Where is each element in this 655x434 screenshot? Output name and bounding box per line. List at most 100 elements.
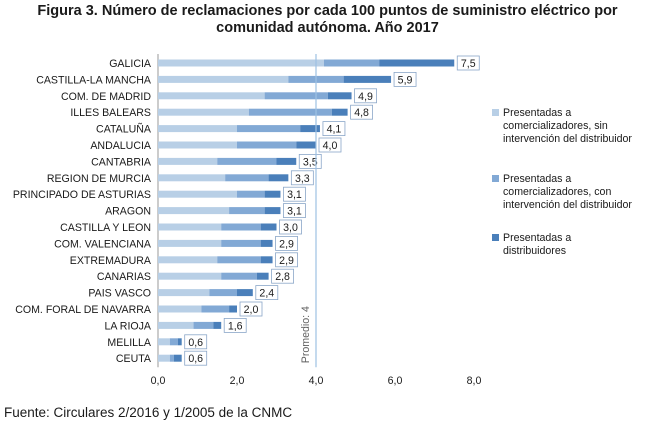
value-label: 7,5 xyxy=(461,58,476,70)
value-label: 4,8 xyxy=(354,107,369,119)
value-label-box xyxy=(239,301,263,317)
bar-segment xyxy=(260,223,277,231)
legend-swatch xyxy=(492,109,499,116)
x-tick-label: 8,0 xyxy=(467,375,482,387)
bar-segment xyxy=(221,239,261,247)
value-label: 5,9 xyxy=(398,74,413,86)
category-label: PRINCIPADO DE ASTURIAS xyxy=(13,189,151,201)
bar-segment xyxy=(201,305,230,313)
bar-segment xyxy=(268,174,289,182)
bar-segment xyxy=(237,289,253,297)
bar-segment xyxy=(177,338,182,346)
value-label-box xyxy=(283,186,306,202)
bar-segment xyxy=(237,141,297,149)
bar-segment xyxy=(256,272,269,280)
category-label: CANTABRIA xyxy=(91,156,152,168)
value-label-box xyxy=(184,350,208,366)
bar-segment xyxy=(158,256,218,264)
legend-label: distribuidores xyxy=(503,245,566,257)
stacked-bar-chart: 0,0 2,0 4,0 6,0 8,0 GALICIA 7,5 CASTILLA-LA MAN… xyxy=(13,54,632,387)
bar-segment xyxy=(248,108,332,116)
bar-segment xyxy=(276,157,297,165)
legend-label: intervención del distribuidor xyxy=(503,199,632,211)
x-tick-label: 0,0 xyxy=(151,375,166,387)
value-label: 3,0 xyxy=(283,222,298,234)
bar-segment xyxy=(158,157,218,165)
bar-segment xyxy=(264,207,281,215)
bar-segment xyxy=(173,354,182,362)
value-label: 2,4 xyxy=(259,288,274,300)
chart-title-line1: Figura 3. Número de reclamaciones por ca… xyxy=(37,3,618,19)
bar-segment xyxy=(213,321,222,329)
bar-segment xyxy=(158,59,324,67)
category-label: LA RIOJA xyxy=(104,320,151,332)
value-label-box xyxy=(354,88,377,104)
legend-label: comercializadores, sin xyxy=(503,120,608,132)
bar-segment xyxy=(158,354,170,362)
category-label: CANARIAS xyxy=(97,271,151,283)
value-label: 3,5 xyxy=(303,156,318,168)
value-label-box xyxy=(350,104,374,120)
category-label: COM. VALENCIANA xyxy=(54,238,152,250)
bar-segment xyxy=(158,289,210,297)
bar-segment xyxy=(327,92,352,100)
x-tick-label: 6,0 xyxy=(388,375,403,387)
value-label: 2,0 xyxy=(244,304,259,316)
value-label: 1,6 xyxy=(228,320,243,332)
value-label-box xyxy=(223,317,247,333)
value-label: 3,3 xyxy=(295,173,310,185)
category-label: CASTILLA Y LEON xyxy=(60,222,151,234)
bar-segment xyxy=(193,321,214,329)
bar-segment xyxy=(225,174,269,182)
bar-segment xyxy=(221,272,257,280)
bar-segment xyxy=(158,239,222,247)
bar-segment xyxy=(260,256,273,264)
legend-label: Presentadas a xyxy=(503,107,571,119)
value-label: 2,9 xyxy=(279,238,294,250)
value-label: 3,1 xyxy=(287,206,302,218)
category-label: CATALUÑA xyxy=(96,123,152,136)
bar-segment xyxy=(264,92,328,100)
value-label-box xyxy=(393,72,417,87)
x-tick-label: 2,0 xyxy=(230,375,245,387)
value-label-box xyxy=(275,235,298,251)
category-label: CEUTA xyxy=(116,353,152,365)
bar-segment xyxy=(237,190,265,198)
chart-title-line2: comunidad autónoma. Año 2017 xyxy=(216,20,439,36)
value-label-box xyxy=(456,55,480,71)
bar-segment xyxy=(169,354,174,362)
bar-segment xyxy=(264,190,281,198)
category-label: MELILLA xyxy=(107,337,152,349)
bar-segment xyxy=(229,207,265,215)
bar-segment xyxy=(158,75,289,83)
legend-label: Presentadas a xyxy=(503,173,571,185)
bar-segment xyxy=(260,239,273,247)
bar-segment xyxy=(158,141,237,149)
bar-segment xyxy=(169,338,178,346)
category-label: GALICIA xyxy=(109,58,152,70)
bar-segment xyxy=(158,108,249,116)
bar-segment xyxy=(323,59,380,67)
legend-swatch xyxy=(492,234,499,241)
value-label: 4,9 xyxy=(358,91,373,103)
value-label-box xyxy=(322,121,346,136)
bar-segment xyxy=(158,92,265,100)
category-label: EXTREMADURA xyxy=(70,255,152,267)
value-label: 0,6 xyxy=(188,337,203,349)
value-label-box xyxy=(271,268,295,284)
category-label: ILLES BALEARS xyxy=(70,107,151,119)
category-label: COM. DE MADRID xyxy=(61,91,151,103)
bar-segment xyxy=(158,305,202,313)
legend-label: comercializadores, con xyxy=(503,186,611,198)
bar-segment xyxy=(158,321,194,329)
value-label: 4,1 xyxy=(327,124,342,136)
legend-label: intervención del distribuidor xyxy=(503,133,632,145)
category-label: ARAGON xyxy=(105,206,151,218)
category-label: COM. FORAL DE NAVARRA xyxy=(15,304,152,316)
legend-label: Presentadas a xyxy=(503,232,571,244)
bar-segment xyxy=(158,338,170,346)
x-tick-label: 4,0 xyxy=(309,375,324,387)
value-label-box xyxy=(255,285,279,301)
category-label: ANDALUCIA xyxy=(90,140,152,152)
category-label: PAIS VASCO xyxy=(88,288,151,300)
